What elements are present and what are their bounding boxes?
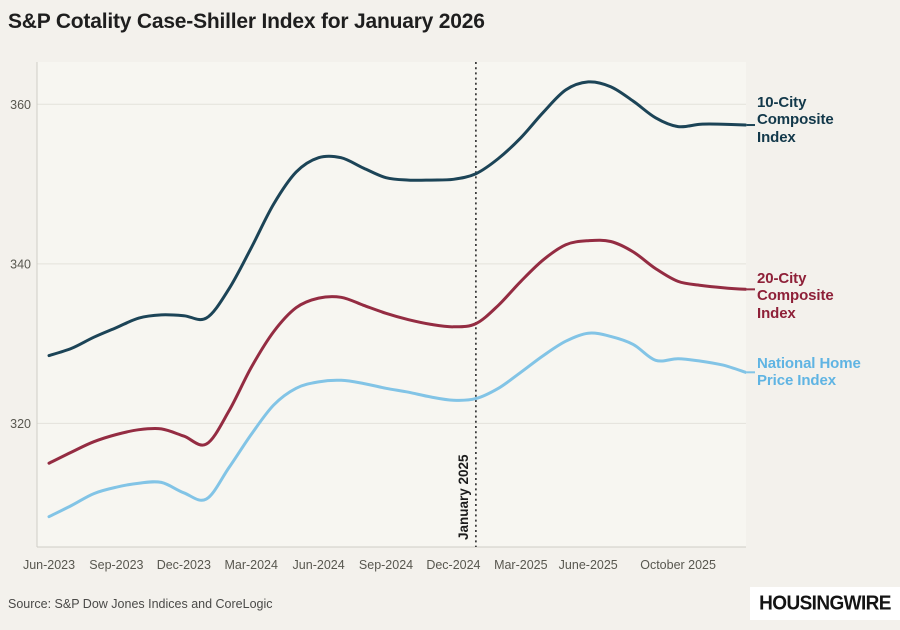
january-2025-marker-label: January 2025 [456, 454, 471, 540]
legend-line: Index [757, 304, 796, 322]
page-title: S&P Cotality Case-Shiller Index for Janu… [8, 10, 485, 33]
x-tick-label: Dec-2024 [426, 558, 480, 572]
legend-line: Composite [757, 111, 834, 129]
housingwire-logo: HOUSINGWIRE [750, 587, 900, 620]
y-tick-label: 320 [10, 417, 31, 431]
legend-line: 20-City [757, 270, 807, 287]
series-line-1 [47, 238, 747, 465]
legend-national-home-price-index: National Home Price Index [757, 355, 861, 390]
legend-line: Index [757, 128, 796, 146]
source-attribution: Source: S&P Dow Jones Indices and CoreLo… [8, 597, 273, 611]
x-tick-label: Mar-2024 [224, 558, 278, 572]
legend-10-city-composite-index: 10-City Composite Index [757, 94, 834, 146]
x-tick-label: Sep-2023 [89, 558, 143, 572]
x-tick-label: Mar-2025 [494, 558, 548, 572]
x-tick-label: October 2025 [640, 558, 716, 572]
x-tick-label: Sep-2024 [359, 558, 413, 572]
series-line-2 [47, 331, 747, 519]
x-tick-label: Dec-2023 [157, 558, 211, 572]
plot-area [37, 62, 746, 547]
legend-20-city-composite-index: 20-City Composite Index [757, 270, 834, 322]
x-tick-label: Jun-2023 [23, 558, 75, 572]
x-tick-label: Jun-2024 [293, 558, 345, 572]
y-tick-label: 360 [10, 98, 31, 112]
legend-line: Composite [757, 287, 834, 305]
y-tick-label: 340 [10, 257, 31, 271]
legend-line: 10-City [757, 94, 807, 111]
housingwire-logo-text: HOUSINGWIRE [759, 591, 891, 614]
legend-line: Price Index [757, 372, 836, 390]
legend-line: National Home [757, 355, 861, 372]
series-line-0 [47, 80, 747, 358]
x-tick-label: June-2025 [559, 558, 618, 572]
